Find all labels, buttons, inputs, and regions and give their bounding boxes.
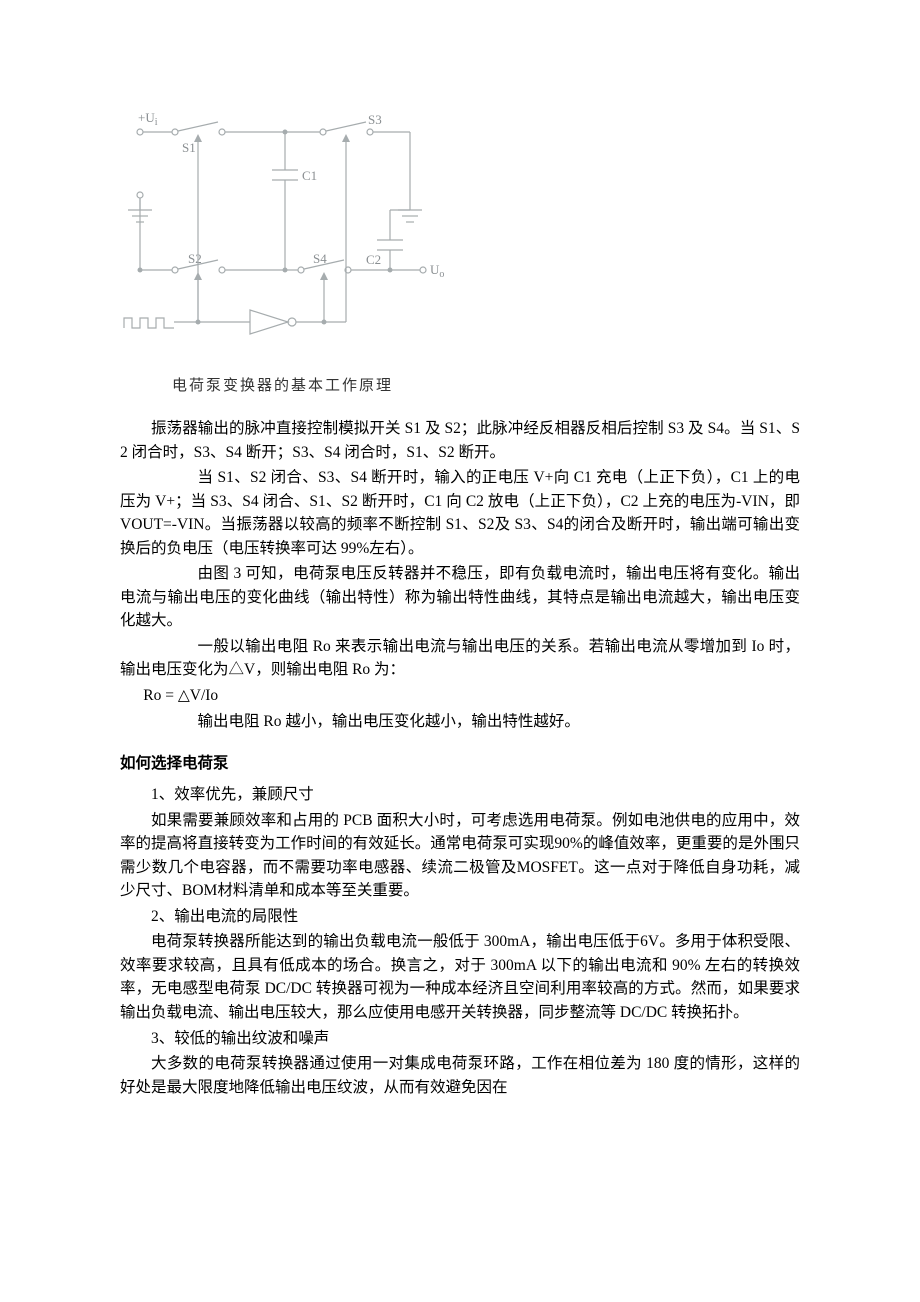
item1-body: 如果需要兼顾效率和占用的 PCB 面积大小时，可考虑选用电荷泵。例如电池供电的应… bbox=[120, 809, 800, 903]
svg-text:S2: S2 bbox=[188, 251, 202, 266]
circuit-figure: +Ui S1 S3 bbox=[120, 110, 800, 395]
paragraph-4: 一般以输出电阻 Ro 来表示输出电流与输出电压的关系。若输出电流从零增加到 Io… bbox=[120, 635, 800, 682]
paragraph-3: 由图 3 可知，电荷泵电压反转器并不稳压，即有负载电流时，输出电压将有变化。输出… bbox=[120, 562, 800, 633]
circuit-diagram-svg: +Ui S1 S3 bbox=[120, 110, 450, 370]
paragraph-5: 输出电阻 Ro 越小，输出电压变化越小，输出特性越好。 bbox=[120, 710, 800, 734]
paragraph-1: 振荡器输出的脉冲直接控制模拟开关 S1 及 S2；此脉冲经反相器反相后控制 S3… bbox=[120, 417, 800, 464]
body-text: 振荡器输出的脉冲直接控制模拟开关 S1 及 S2；此脉冲经反相器反相后控制 S3… bbox=[120, 417, 800, 733]
paragraph-2: 当 S1、S2 闭合、S3、S4 断开时，输入的正电压 V+向 C1 充电（上正… bbox=[120, 466, 800, 560]
figure-caption: 电荷泵变换器的基本工作原理 bbox=[172, 374, 800, 395]
item3-body: 大多数的电荷泵转换器通过使用一对集成电荷泵环路，工作在相位差为 180 度的情形… bbox=[120, 1052, 800, 1099]
svg-text:Uo: Uo bbox=[430, 262, 444, 280]
svg-text:+Ui: +Ui bbox=[138, 110, 158, 128]
item2-body: 电荷泵转换器所能达到的输出负载电流一般低于 300mA，输出电压低于6V。多用于… bbox=[120, 930, 800, 1024]
svg-text:C2: C2 bbox=[366, 252, 381, 267]
item1-title: 1、效率优先，兼顾尺寸 bbox=[120, 783, 800, 807]
svg-text:S3: S3 bbox=[368, 112, 382, 127]
svg-text:S1: S1 bbox=[182, 140, 196, 155]
section-heading: 如何选择电荷泵 bbox=[120, 751, 800, 773]
svg-text:S4: S4 bbox=[313, 251, 327, 266]
document-page: +Ui S1 S3 bbox=[0, 0, 920, 1302]
item2-title: 2、输出电流的局限性 bbox=[120, 905, 800, 929]
item3-title: 3、较低的输出纹波和噪声 bbox=[120, 1027, 800, 1051]
formula-line: Ro = △V/Io bbox=[120, 684, 800, 708]
svg-text:C1: C1 bbox=[302, 168, 317, 183]
